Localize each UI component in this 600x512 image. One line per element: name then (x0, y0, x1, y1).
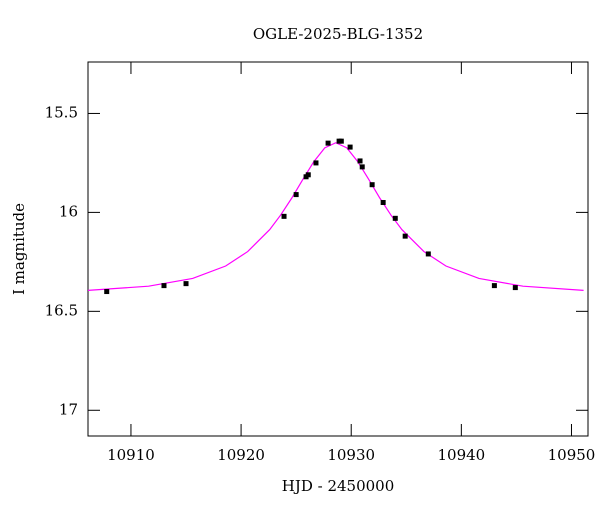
data-point (359, 164, 365, 170)
x-tick-label: 10920 (217, 446, 265, 464)
data-point (512, 285, 518, 291)
plot-frame (87, 61, 589, 437)
y-tick-label: 16 (59, 202, 78, 220)
x-tick-label: 10930 (327, 446, 375, 464)
data-point (402, 233, 408, 239)
y-tick-label: 17 (59, 400, 78, 418)
data-point (357, 158, 363, 164)
y-axis-label: I magnitude (10, 203, 28, 295)
data-point (313, 160, 319, 166)
data-point (161, 283, 167, 289)
data-point (369, 182, 375, 188)
data-point (338, 138, 344, 144)
y-tick-label: 15.5 (45, 103, 78, 121)
data-point (281, 213, 287, 219)
data-point (104, 289, 110, 295)
model-curve (87, 142, 584, 291)
data-point (392, 215, 398, 221)
data-point (347, 144, 353, 150)
y-tick-label: 16.5 (45, 301, 78, 319)
data-point (491, 283, 497, 289)
x-axis-label: HJD - 2450000 (282, 477, 395, 495)
data-point (183, 281, 189, 287)
data-point (380, 199, 386, 205)
x-tick-label: 10940 (437, 446, 485, 464)
data-point (325, 140, 331, 146)
x-tick-label: 10910 (107, 446, 155, 464)
data-point (425, 251, 431, 257)
x-tick-label: 10950 (548, 446, 596, 464)
data-point (305, 172, 311, 178)
chart-title: OGLE-2025-BLG-1352 (253, 25, 423, 43)
data-point (293, 192, 299, 198)
